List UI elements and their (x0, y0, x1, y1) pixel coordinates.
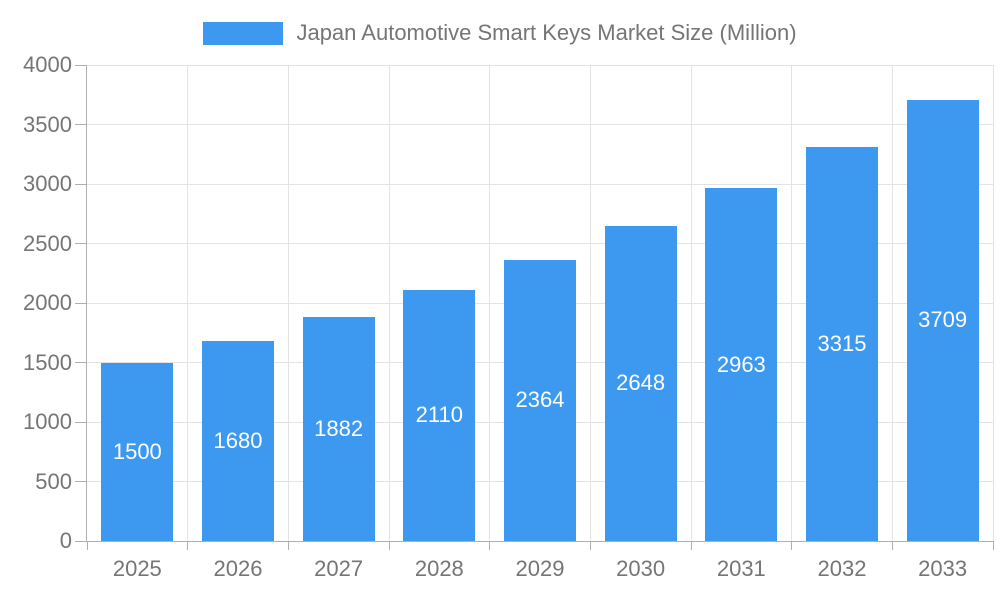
x-axis-tick-label: 2029 (515, 556, 565, 581)
x-axis-tick (589, 541, 591, 550)
y-axis-tick-label: 4000 (23, 52, 72, 77)
bar[interactable]: 3709 (906, 99, 979, 541)
x-axis-tick (992, 541, 994, 550)
legend-label: Japan Automotive Smart Keys Market Size … (296, 20, 797, 45)
bar[interactable]: 2648 (604, 225, 677, 541)
bar-value-label: 1500 (112, 438, 162, 464)
bar-value-label: 2364 (515, 387, 565, 413)
x-axis-tick-label: 2033 (918, 556, 968, 581)
bar-value-label: 1680 (213, 428, 263, 454)
x-axis-tick-label: 2025 (112, 556, 162, 581)
y-axis-tick-label: 500 (35, 468, 72, 494)
x-axis-tick-label: 2032 (817, 556, 867, 581)
bar[interactable]: 2110 (403, 289, 476, 541)
y-axis-tick-label: 3000 (23, 171, 72, 196)
y-axis-tick (75, 124, 87, 125)
x-gridline (187, 65, 189, 541)
x-gridline (891, 65, 893, 541)
y-axis-tick (75, 64, 87, 66)
legend[interactable]: Japan Automotive Smart Keys Market Size … (0, 20, 1000, 46)
bar[interactable]: 3315 (806, 146, 878, 541)
bar-value-label: 1882 (314, 416, 364, 441)
bar[interactable]: 1882 (302, 317, 375, 541)
x-axis-tick (690, 541, 692, 550)
x-gridline (489, 65, 491, 541)
x-axis-tick-label: 2030 (616, 556, 666, 581)
x-axis-tick-label: 2026 (213, 556, 263, 581)
y-gridline (87, 183, 993, 185)
y-gridline (87, 64, 993, 66)
y-axis-tick (75, 302, 87, 304)
bar[interactable]: 1680 (202, 341, 274, 541)
y-axis-tick (75, 362, 87, 363)
legend-swatch-icon (203, 21, 284, 45)
x-axis-tick (891, 541, 893, 550)
y-axis-tick-label: 2500 (23, 230, 72, 256)
bar-value-label: 2963 (716, 351, 766, 377)
x-axis-tick (287, 541, 289, 550)
x-axis-tick (187, 541, 189, 550)
bar[interactable]: 2364 (504, 259, 576, 541)
x-axis-tick (489, 541, 491, 550)
y-axis-tick (75, 540, 87, 542)
x-gridline (388, 65, 390, 541)
x-gridline (589, 65, 591, 541)
bar-value-label: 3315 (817, 330, 867, 356)
y-axis-tick-label: 3500 (23, 111, 72, 137)
y-axis-tick-label: 1000 (23, 409, 72, 434)
y-gridline (87, 243, 993, 244)
bar-value-label: 2110 (415, 402, 463, 428)
x-axis-tick-label: 2031 (716, 556, 766, 581)
bar[interactable]: 2963 (705, 188, 778, 541)
y-axis-tick (75, 421, 87, 423)
bar-value-label: 2648 (616, 370, 666, 396)
y-gridline (87, 124, 993, 125)
y-axis-tick-label: 0 (59, 528, 72, 553)
x-gridline (992, 65, 994, 541)
x-gridline (791, 65, 793, 541)
x-axis-line (87, 541, 993, 542)
y-axis-line (86, 65, 87, 542)
x-axis-tick (86, 541, 88, 550)
x-gridline (690, 65, 692, 541)
y-axis-tick-label: 2000 (23, 290, 72, 315)
y-axis-tick (75, 183, 87, 185)
bar-value-label: 3709 (918, 307, 968, 333)
x-axis-tick (388, 541, 390, 550)
x-gridline (287, 65, 289, 541)
y-axis-tick (75, 481, 87, 482)
bar[interactable]: 1500 (101, 362, 174, 541)
x-axis-tick-label: 2027 (314, 556, 364, 581)
y-axis-tick (75, 243, 87, 244)
y-axis-tick-label: 1500 (23, 349, 72, 375)
x-axis-tick-label: 2028 (414, 556, 464, 581)
x-axis-tick (791, 541, 793, 550)
